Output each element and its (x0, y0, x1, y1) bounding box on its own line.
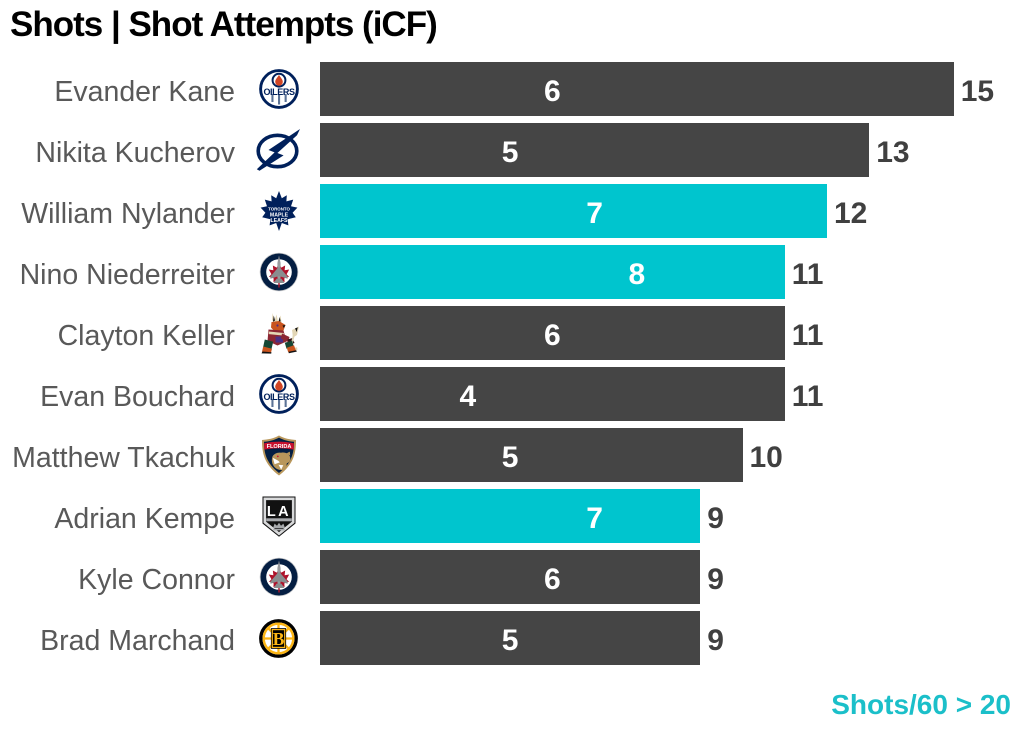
svg-text:LA: LA (266, 503, 290, 519)
svg-text:LEAFS: LEAFS (270, 218, 288, 224)
svg-text:TORONTO: TORONTO (268, 207, 290, 212)
svg-text:OILERS: OILERS (263, 392, 295, 402)
svg-text:B: B (273, 628, 285, 648)
svg-text:MAPLE: MAPLE (269, 212, 288, 218)
svg-text:OILERS: OILERS (263, 87, 295, 97)
svg-text:FLORIDA: FLORIDA (266, 444, 291, 450)
